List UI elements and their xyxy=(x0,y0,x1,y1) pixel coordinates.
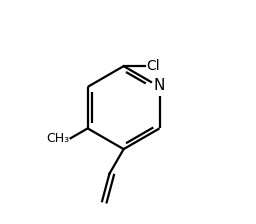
Text: Cl: Cl xyxy=(147,59,160,73)
Text: N: N xyxy=(154,78,165,93)
Text: CH₃: CH₃ xyxy=(46,132,70,145)
